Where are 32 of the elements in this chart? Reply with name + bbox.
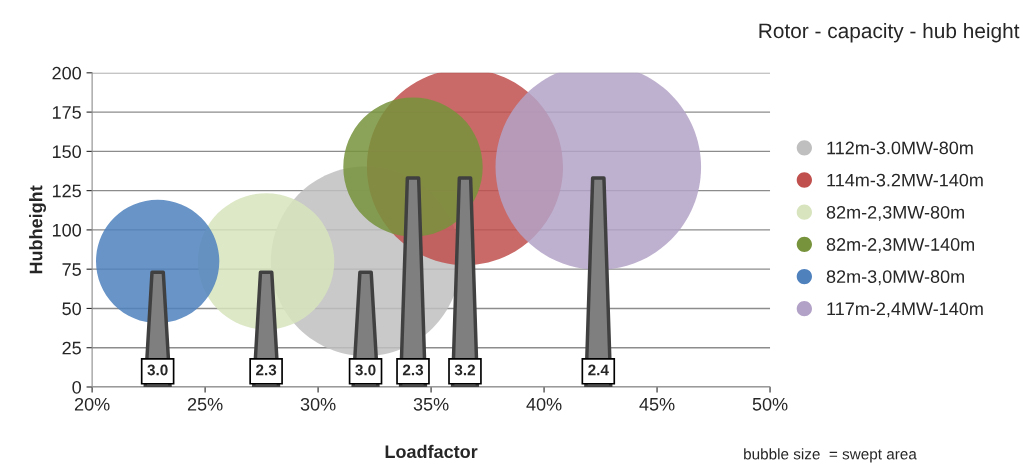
y-tick-label: 25 xyxy=(62,341,81,355)
x-tick-label: 30% xyxy=(300,397,336,411)
legend-label: 82m-2,3MW-80m xyxy=(826,205,964,221)
annotation: 2.4 xyxy=(588,364,609,376)
x-tick-label: 40% xyxy=(526,397,562,411)
legend-label: 82m-3,0MW-80m xyxy=(826,270,964,286)
annotation: 2.3 xyxy=(402,364,424,376)
text: bubble size = swept area xyxy=(744,448,917,463)
y-tick-label: 175 xyxy=(52,106,81,119)
y-tick-label: 50 xyxy=(62,302,81,316)
annotation: 3.0 xyxy=(355,364,376,376)
y-tick-label: 0 xyxy=(72,380,81,394)
legend-label: 112m-3.0MW-80m xyxy=(827,141,973,155)
y-tick-label: 100 xyxy=(52,223,81,237)
annotation: 3.2 xyxy=(454,364,475,376)
annotation: 2.3 xyxy=(256,364,277,376)
legend-label: 114m-3.2MW-140m xyxy=(827,173,983,187)
x-tick-label: 45% xyxy=(639,397,675,411)
text: Rotor - capacity - hub height xyxy=(759,22,1020,43)
legend-label: 82m-2,3MW-140m xyxy=(826,238,974,253)
y-axis-title: Hubheight xyxy=(29,185,47,274)
x-tick-label: 50% xyxy=(752,397,788,411)
y-tick-label: 200 xyxy=(52,66,81,80)
annotation: 3.0 xyxy=(147,364,168,376)
x-axis-title: Loadfactor xyxy=(385,444,478,459)
y-tick-label: 125 xyxy=(52,184,81,198)
y-tick-label: 75 xyxy=(62,263,81,276)
x-tick-label: 35% xyxy=(413,397,449,411)
x-tick-label: 20% xyxy=(74,397,110,411)
y-tick-label: 150 xyxy=(52,145,81,159)
legend-label: 117m-2,4MW-140m xyxy=(827,302,983,318)
x-tick-label: 25% xyxy=(187,397,223,411)
